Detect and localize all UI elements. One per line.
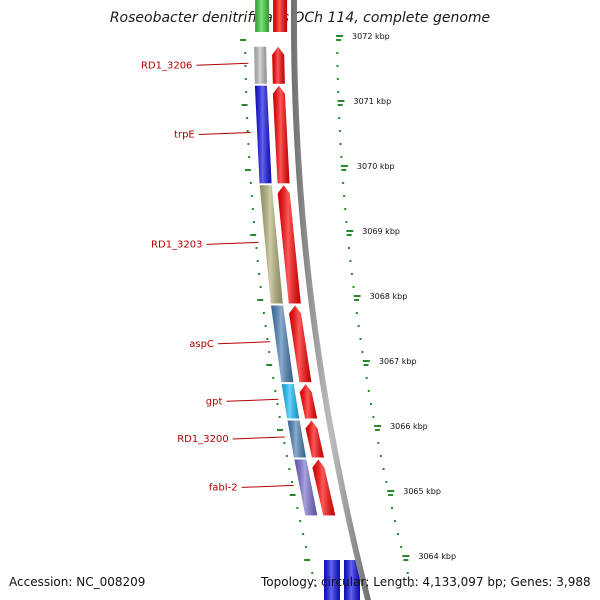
leader-line-fabI-2	[241, 484, 294, 488]
blue-gene-bottom-shine-1	[344, 560, 360, 600]
leader-line-RD1_3200	[232, 436, 285, 440]
green-gene-top-shine	[255, 0, 270, 32]
scale-label: 3070 kbp	[357, 162, 395, 171]
kbp-scale: 3072 kbp 3071 kbp 3070 kbp 3069 kbp 3068 kbp…	[336, 32, 456, 561]
scale-label: 3071 kbp	[354, 97, 392, 106]
genome-summary-text: Topology: circular; Length: 4,133,097 bp…	[260, 575, 591, 589]
leader-line-gpt	[226, 398, 279, 402]
gene-shine-trpE	[254, 85, 272, 184]
gene-label-gpt: gpt	[206, 396, 223, 407]
scale-label: 3064 kbp	[418, 552, 456, 561]
red-gene-top-shine	[273, 0, 288, 32]
map-title: Roseobacter denitrificans OCh 114, compl…	[110, 10, 490, 26]
gene-shine-aspC	[271, 305, 294, 383]
cds-shine-aspC	[289, 305, 312, 383]
leader-line-trpE	[198, 131, 251, 135]
cds-shine-trpE	[272, 85, 290, 184]
cds-shine-gpt	[299, 384, 318, 419]
leader-line-aspC	[217, 341, 270, 345]
scale-label: 3066 kbp	[390, 422, 428, 431]
scale-label: 3069 kbp	[362, 227, 400, 236]
cds-shine-RD1_3206	[272, 46, 285, 84]
cds-shine-RD1_3200	[305, 420, 325, 458]
gene-track	[254, 46, 318, 516]
edge-genes	[255, 0, 360, 600]
blue-gene-bottom-shine-0	[324, 560, 340, 600]
scale-label: 3068 kbp	[370, 292, 408, 301]
scale-label: 3065 kbp	[403, 487, 441, 496]
scale-label: 3067 kbp	[379, 357, 417, 366]
gene-label-fabI-2: fabI-2	[209, 482, 238, 493]
leader-line-RD1_3203	[206, 241, 259, 245]
gene-shine-RD1_3200	[287, 420, 307, 458]
gene-label-RD1_3200: RD1_3200	[177, 434, 228, 445]
leader-line-RD1_3206	[196, 62, 249, 66]
cds-shine-RD1_3203	[277, 185, 301, 304]
gene-shine-RD1_3203	[259, 185, 283, 304]
gene-shine-fabI-2	[294, 459, 318, 516]
gene-shine-gpt	[281, 384, 300, 419]
gene-labels: RD1_3206 trpE RD1_3203 aspC gpt RD1_3200 fabI-…	[141, 60, 294, 493]
gene-label-RD1_3203: RD1_3203	[151, 239, 202, 250]
cds-track	[272, 46, 336, 516]
gene-shine-RD1_3206	[254, 46, 267, 84]
inner-tick-marks	[240, 39, 317, 587]
gene-label-RD1_3206: RD1_3206	[141, 60, 192, 71]
outer-tick-marks	[336, 39, 413, 587]
accession-text: Accession: NC_008209	[9, 575, 145, 589]
scale-label: 3072 kbp	[352, 32, 390, 41]
gene-label-trpE: trpE	[174, 129, 195, 140]
cds-shine-fabI-2	[312, 459, 336, 516]
gene-label-aspC: aspC	[189, 339, 214, 350]
